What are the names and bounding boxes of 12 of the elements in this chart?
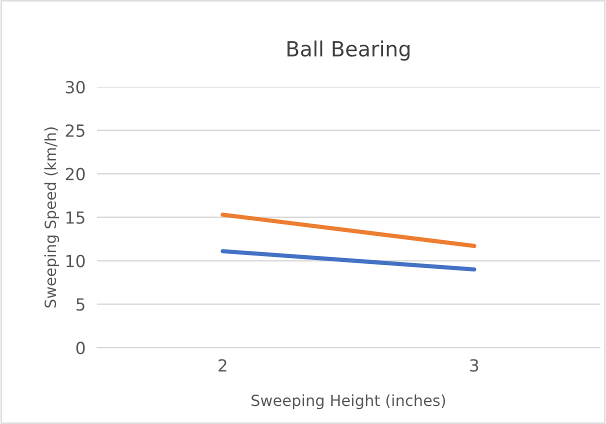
y-tick-label: 0 xyxy=(76,342,85,354)
x-tick-label: 3 xyxy=(470,359,478,372)
y-tick-label: 15 xyxy=(66,211,84,224)
y-tick-label: 10 xyxy=(66,254,85,268)
x-axis-title: Sweeping Height (inches) xyxy=(252,394,446,410)
y-tick-label: 5 xyxy=(76,298,84,311)
y-axis-title: Sweeping Speed (km/h) xyxy=(44,127,60,308)
chart-title: Ball Bearing xyxy=(288,40,410,61)
y-tick-label: 30 xyxy=(66,80,85,94)
x-tick-label: 2 xyxy=(218,359,226,372)
y-tick-label: 25 xyxy=(66,124,84,137)
y-tick-label: 20 xyxy=(66,168,85,180)
